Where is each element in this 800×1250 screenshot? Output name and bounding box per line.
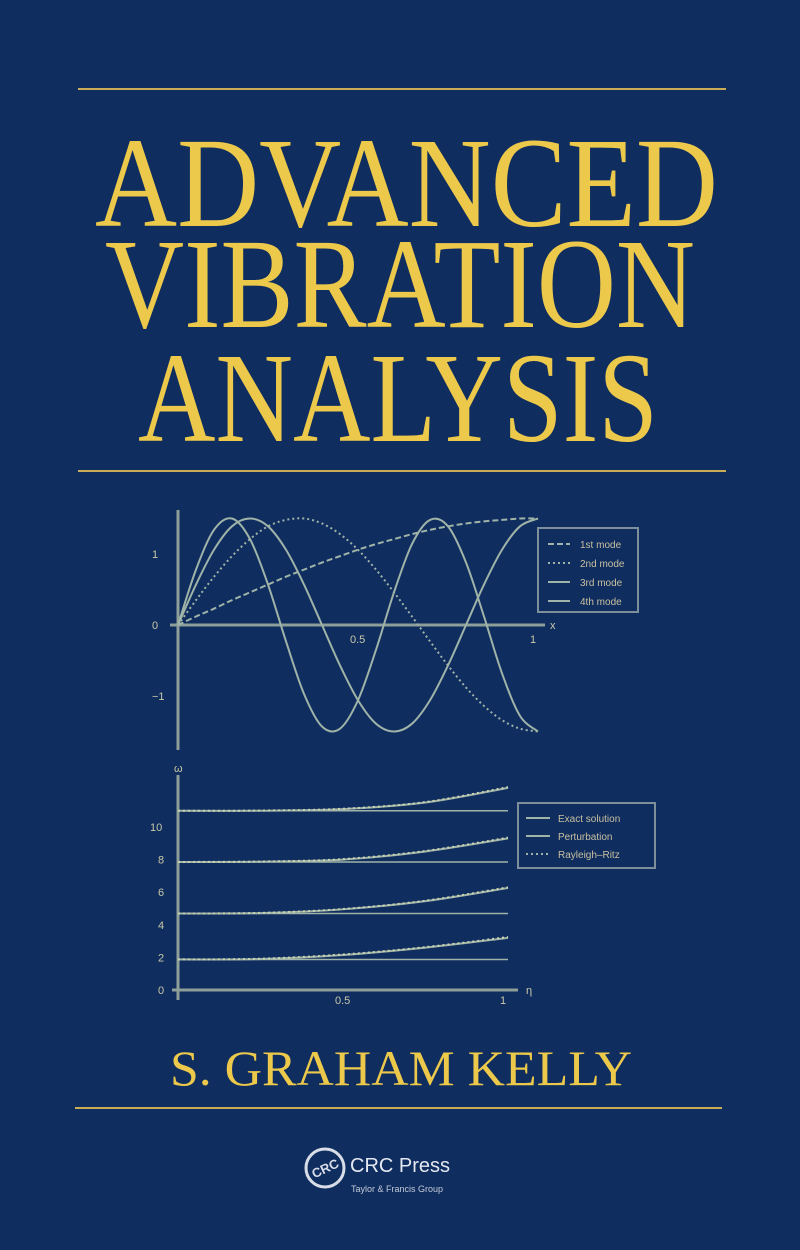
series-3-curve-1 [177, 936, 509, 961]
title-line-3: ANALYSIS [138, 327, 658, 469]
book-title: ADVANCED VIBRATION ANALYSIS [95, 112, 718, 469]
title-line-1: ADVANCED [95, 112, 718, 254]
x-tick-label: 1 [500, 995, 506, 1007]
publisher-group: Taylor & Francis Group [351, 1184, 443, 1194]
y-axis-label: ω [174, 763, 183, 775]
series-3-curve-3 [177, 836, 509, 863]
top-rule [78, 88, 726, 90]
legend-label: 2nd mode [580, 559, 625, 570]
series-1-curve-4 [177, 786, 509, 812]
crc-logo-icon [304, 1147, 346, 1189]
y-tick-label: 8 [158, 855, 164, 867]
y-tick-label: 4 [158, 920, 164, 932]
legend-label: 1st mode [580, 540, 622, 551]
legend-label: 4th mode [580, 597, 622, 608]
series-1-curve-1 [177, 936, 509, 961]
series-line-1 [177, 517, 539, 626]
x-axis-label: x [550, 620, 556, 632]
y-tick-label: 0 [158, 985, 164, 997]
y-tick-label: 10 [150, 822, 162, 834]
y-tick-label: 1 [152, 549, 158, 561]
series-line-2 [177, 517, 539, 733]
y-tick-label: 0 [152, 620, 158, 632]
publisher-name: CRC Press [350, 1155, 450, 1177]
y-tick-label: 2 [158, 952, 164, 964]
title-bottom-rule [78, 470, 726, 472]
crc-logo-text: CRC [309, 1155, 341, 1181]
y-tick-label: −1 [152, 691, 165, 703]
publisher-logo: CRC CRC Press Taylor & Francis Group [304, 1147, 450, 1194]
author-bottom-rule [75, 1107, 722, 1109]
series-line-4 [177, 517, 539, 733]
x-tick-label: 1 [530, 634, 536, 646]
title-line-2: VIBRATION [105, 213, 695, 355]
frequency-chart: 0 2 4 6 8 10 0.5 1 η ω Exact solution Perturbation R… [150, 763, 656, 1007]
legend-label: Exact solution [558, 814, 620, 825]
x-tick-label: 0.5 [335, 995, 350, 1007]
y-tick-label: 6 [158, 887, 164, 899]
author-name: S. GRAHAM KELLY [170, 1040, 632, 1096]
x-tick-label: 0.5 [350, 634, 365, 646]
legend-box [517, 802, 656, 869]
legend-label: Perturbation [558, 832, 612, 843]
x-axis-label: η [526, 985, 532, 997]
mode-shapes-chart: 1 0 −1 0.5 1 x 1st mode 2nd mode 3rd mode 4th mod… [152, 510, 639, 750]
legend-label: 3rd mode [580, 578, 623, 589]
series-3-curve-2 [177, 886, 509, 915]
series-3-curve-4 [177, 786, 509, 812]
legend-box [537, 527, 639, 613]
legend-label: Rayleigh–Ritz [558, 850, 620, 861]
